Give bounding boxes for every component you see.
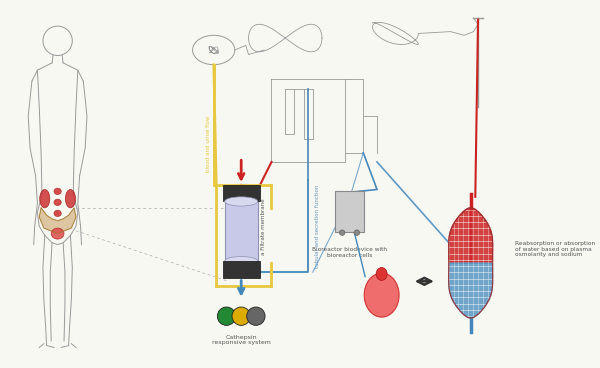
Text: a Filtrate membrane: a Filtrate membrane xyxy=(262,198,266,255)
Bar xyxy=(223,261,260,277)
Ellipse shape xyxy=(376,268,387,280)
Polygon shape xyxy=(449,208,493,263)
Circle shape xyxy=(354,230,359,236)
Circle shape xyxy=(217,307,236,325)
Ellipse shape xyxy=(51,228,64,239)
Ellipse shape xyxy=(40,190,50,208)
Circle shape xyxy=(232,307,250,325)
Text: blood and urine flow: blood and urine flow xyxy=(206,115,211,172)
Ellipse shape xyxy=(54,188,61,195)
Text: Reabsorption or absorption
of water based on plasma
osmolarity and sodium: Reabsorption or absorption of water base… xyxy=(515,241,595,258)
Ellipse shape xyxy=(364,273,399,317)
Ellipse shape xyxy=(54,199,61,206)
Circle shape xyxy=(340,230,345,236)
Text: Bioreactor biodevice with
bioreactor cells: Bioreactor biodevice with bioreactor cel… xyxy=(312,247,387,258)
Bar xyxy=(223,185,260,201)
Polygon shape xyxy=(449,263,493,318)
Ellipse shape xyxy=(65,190,76,208)
Text: Cathepsin
responsive system: Cathepsin responsive system xyxy=(212,335,271,345)
Circle shape xyxy=(247,307,265,325)
Ellipse shape xyxy=(224,256,258,266)
Polygon shape xyxy=(39,208,76,234)
Ellipse shape xyxy=(54,210,61,217)
Ellipse shape xyxy=(224,197,258,206)
Bar xyxy=(224,201,258,261)
Text: tubular and secretion function: tubular and secretion function xyxy=(315,184,320,268)
FancyBboxPatch shape xyxy=(335,191,364,232)
